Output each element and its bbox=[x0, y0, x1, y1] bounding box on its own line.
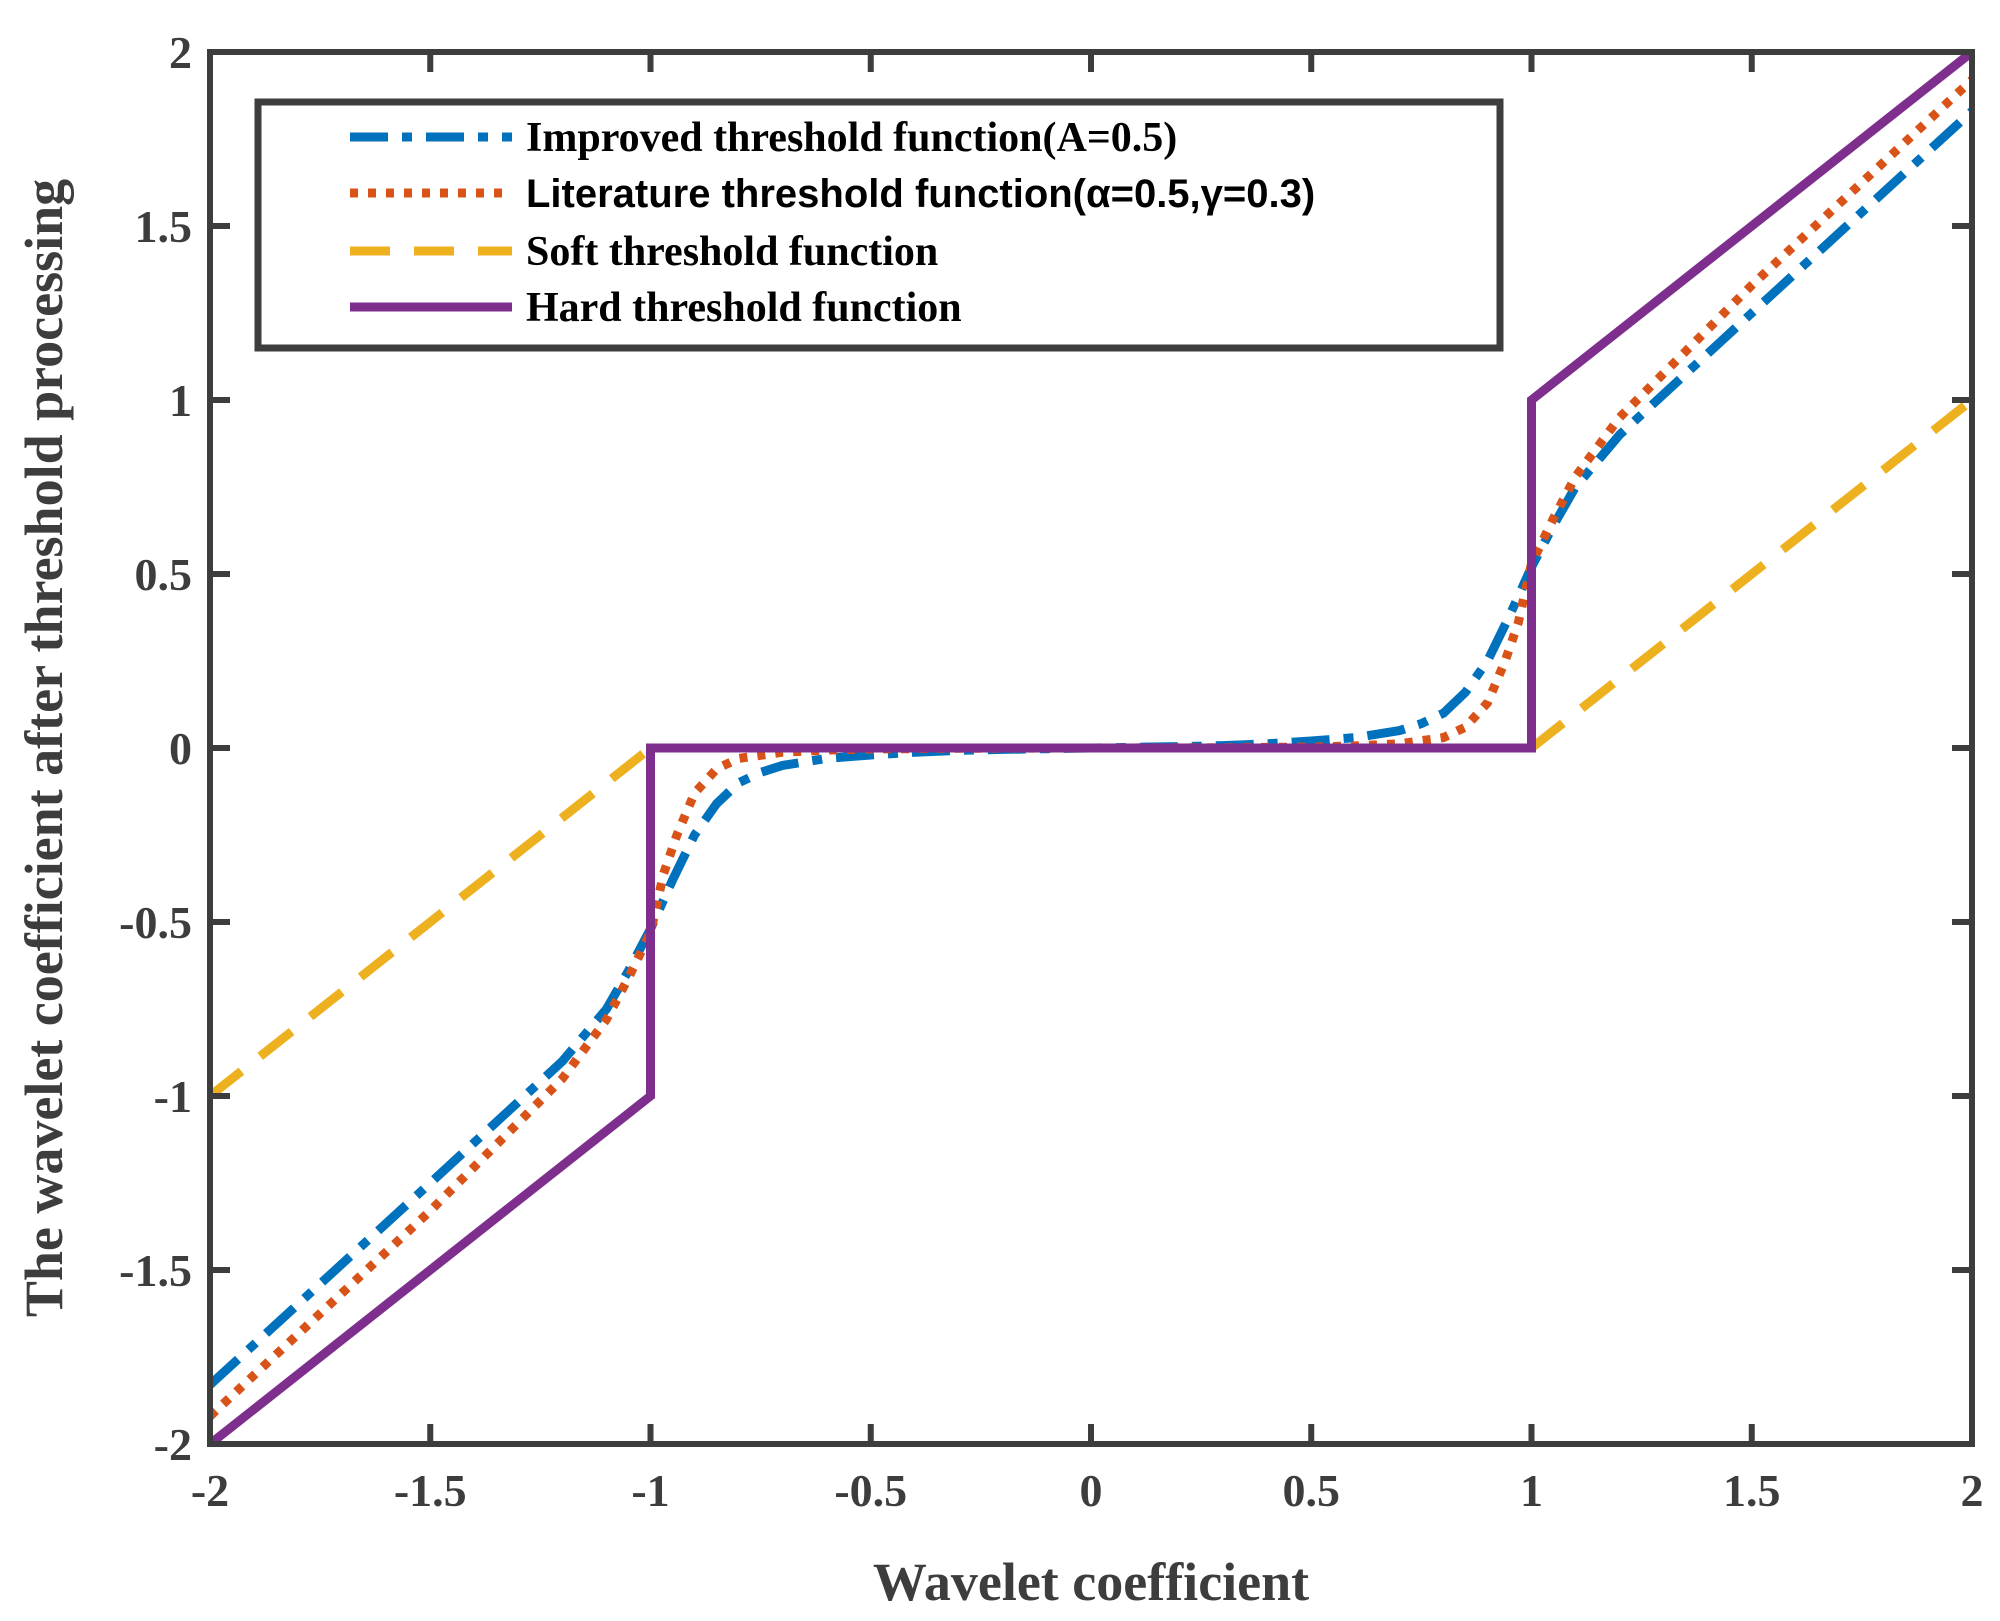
y-tick-label: 0 bbox=[169, 723, 192, 774]
y-tick-label: -1.5 bbox=[119, 1245, 192, 1296]
x-axis-title: Wavelet coefficient bbox=[873, 1552, 1309, 1612]
legend-entry-label: Soft threshold function bbox=[526, 229, 938, 275]
y-tick-label: -2 bbox=[154, 1419, 192, 1470]
x-tick-label: -1 bbox=[631, 1465, 669, 1516]
y-tick-label: -0.5 bbox=[119, 897, 192, 948]
y-tick-label: 0.5 bbox=[135, 549, 193, 600]
soft-threshold-function-line-segment-2 bbox=[1528, 396, 1972, 752]
x-tick-label: -1.5 bbox=[394, 1465, 467, 1516]
legend-entry-label: Literature threshold function(α=0.5,γ=0.… bbox=[526, 172, 1315, 216]
y-tick-label: 2 bbox=[169, 27, 192, 78]
soft-threshold-function-line-segment-1 bbox=[210, 744, 654, 1100]
legend-entry-label: Hard threshold function bbox=[526, 285, 962, 331]
x-tick-label: 0 bbox=[1080, 1465, 1103, 1516]
x-tick-label: -0.5 bbox=[834, 1465, 907, 1516]
y-axis-title: The wavelet coefficient after threshold … bbox=[14, 179, 74, 1317]
plot-area bbox=[210, 52, 1972, 1444]
y-tick-label: -1 bbox=[154, 1071, 192, 1122]
x-tick-label: 2 bbox=[1961, 1465, 1984, 1516]
x-tick-label: 1 bbox=[1520, 1465, 1543, 1516]
hard-threshold-function-line bbox=[210, 52, 1972, 1444]
x-tick-label: -2 bbox=[191, 1465, 229, 1516]
x-tick-label: 1.5 bbox=[1723, 1465, 1781, 1516]
legend-entry-label: Improved threshold function(A=0.5) bbox=[526, 115, 1177, 161]
legend: Improved threshold function(A=0.5) Litera… bbox=[254, 98, 1504, 352]
x-tick-label: 0.5 bbox=[1283, 1465, 1341, 1516]
y-tick-label: 1.5 bbox=[135, 201, 193, 252]
y-tick-label: 1 bbox=[169, 375, 192, 426]
axes: -2 -1.5 -1 -0.5 0 0.5 1 1.5 2 -2 -1.5 -1 -0.5 0 0.5 1 1.… bbox=[119, 27, 1983, 1516]
